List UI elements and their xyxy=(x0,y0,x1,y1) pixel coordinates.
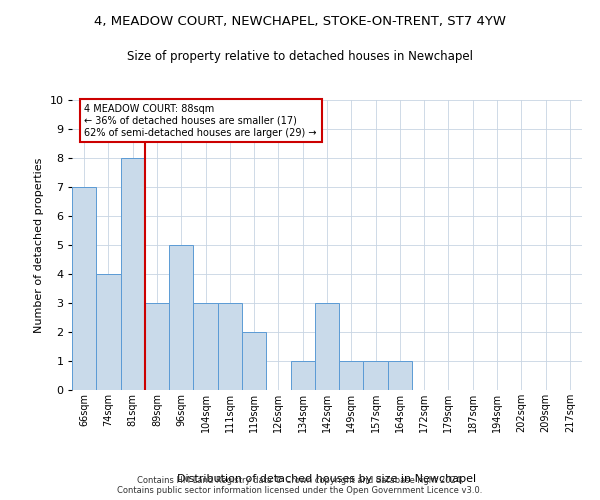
Text: 4, MEADOW COURT, NEWCHAPEL, STOKE-ON-TRENT, ST7 4YW: 4, MEADOW COURT, NEWCHAPEL, STOKE-ON-TRE… xyxy=(94,15,506,28)
Bar xyxy=(364,361,388,390)
Bar xyxy=(290,361,315,390)
Text: Size of property relative to detached houses in Newchapel: Size of property relative to detached ho… xyxy=(127,50,473,63)
Bar xyxy=(315,303,339,390)
Bar xyxy=(388,361,412,390)
Text: Contains HM Land Registry data © Crown copyright and database right 2024.
Contai: Contains HM Land Registry data © Crown c… xyxy=(118,476,482,495)
Bar xyxy=(218,303,242,390)
Bar xyxy=(121,158,145,390)
X-axis label: Distribution of detached houses by size in Newchapel: Distribution of detached houses by size … xyxy=(178,474,476,484)
Y-axis label: Number of detached properties: Number of detached properties xyxy=(34,158,44,332)
Bar xyxy=(96,274,121,390)
Bar xyxy=(193,303,218,390)
Bar xyxy=(169,245,193,390)
Bar xyxy=(72,187,96,390)
Text: 4 MEADOW COURT: 88sqm
← 36% of detached houses are smaller (17)
62% of semi-deta: 4 MEADOW COURT: 88sqm ← 36% of detached … xyxy=(85,104,317,138)
Bar xyxy=(339,361,364,390)
Bar xyxy=(242,332,266,390)
Bar xyxy=(145,303,169,390)
